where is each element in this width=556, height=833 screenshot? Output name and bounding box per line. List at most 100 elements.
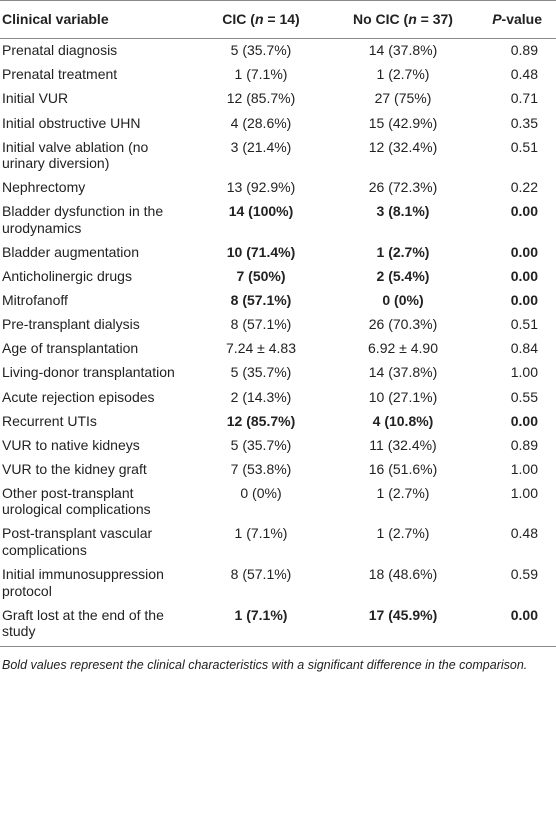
row-label: Prenatal diagnosis bbox=[2, 42, 118, 59]
cell: 0.22 bbox=[510, 179, 538, 196]
table-row: VUR to native kidneys 5 (35.7%) 11 (32.4%)… bbox=[0, 433, 556, 457]
cell: 5 (35.7%) bbox=[230, 436, 292, 453]
table-row: Anticholinergic drugs 7 (50%) 2 (5.4%) 0.00 bbox=[0, 264, 556, 288]
cell: 0.48 bbox=[510, 66, 538, 83]
table-row: Initial immunosuppression protocol 8 (57.… bbox=[0, 562, 556, 603]
data-table: Clinical variable CIC (n = 14) No CIC (n =… bbox=[0, 0, 556, 647]
row-label: Initial valve ablation (no urinary diver… bbox=[2, 138, 149, 172]
cell: 11 (32.4%) bbox=[369, 436, 437, 453]
cell: 12 (32.4%) bbox=[368, 138, 438, 155]
header-text: -value bbox=[501, 11, 542, 27]
table-row: Age of transplantation 7.24 ± 4.83 6.92 ± … bbox=[0, 337, 556, 361]
table-row: Initial obstructive UHN 4 (28.6%) 15 (42.9… bbox=[0, 111, 556, 135]
row-label: Prenatal treatment bbox=[2, 66, 118, 83]
table-row: Acute rejection episodes 2 (14.3%) 10 (27.… bbox=[0, 385, 556, 409]
cell: 26 (72.3%) bbox=[368, 179, 438, 196]
cell: 3 (21.4%) bbox=[230, 138, 292, 155]
cell: 7.24 ± 4.83 bbox=[226, 340, 296, 357]
cell: 16 (51.6%) bbox=[368, 460, 438, 477]
row-label: Living-donor transplantation bbox=[2, 364, 175, 381]
cell: 0.00 bbox=[510, 292, 538, 309]
row-label: Recurrent UTIs bbox=[2, 412, 97, 429]
header-text: P bbox=[492, 11, 502, 27]
table-row: Bladder augmentation 10 (71.4%) 1 (2.7%) 0.… bbox=[0, 240, 556, 264]
cell: 0.00 bbox=[510, 203, 538, 220]
row-label: Pre-transplant dialysis bbox=[2, 316, 140, 333]
row-label: Nephrectomy bbox=[2, 179, 86, 196]
cell: 5 (35.7%) bbox=[230, 42, 292, 59]
table-row: Living-donor transplantation 5 (35.7%) 14 … bbox=[0, 361, 556, 385]
cell: 7 (53.8%) bbox=[230, 460, 292, 477]
table-header: Clinical variable CIC (n = 14) No CIC (n =… bbox=[0, 0, 556, 39]
header-row: Clinical variable CIC (n = 14) No CIC (n =… bbox=[0, 0, 556, 39]
cell: 17 (45.9%) bbox=[332, 602, 474, 647]
cell: 7 (50%) bbox=[236, 268, 286, 285]
cell: 14 (100%) bbox=[228, 203, 294, 220]
table-row: Prenatal treatment 1 (7.1%) 1 (2.7%) 0.48 bbox=[0, 63, 556, 87]
header-cell: Clinical variable bbox=[0, 0, 190, 39]
table-row: Bladder dysfunction in the urodynamics 14… bbox=[0, 200, 556, 241]
cell: 6.92 ± 4.90 bbox=[368, 340, 438, 357]
cell: 14 (37.8%) bbox=[368, 42, 438, 59]
cell: 12 (85.7%) bbox=[226, 412, 296, 429]
header-text: = 37) bbox=[416, 11, 453, 27]
cell: 0.51 bbox=[510, 138, 538, 155]
cell: 10 (71.4%) bbox=[226, 243, 296, 260]
table-row: Post-transplant vascular complications 1 … bbox=[0, 522, 556, 563]
cell: 26 (70.3%) bbox=[368, 316, 438, 333]
row-label: Graft lost at the end of the study bbox=[0, 602, 190, 647]
cell: 0.00 bbox=[510, 412, 538, 429]
header-text: n bbox=[408, 11, 417, 27]
header-cell: No CIC (n = 37) bbox=[332, 0, 474, 39]
cell: 0.00 bbox=[510, 268, 538, 285]
row-label: Initial VUR bbox=[2, 90, 69, 107]
cell: 15 (42.9%) bbox=[368, 114, 438, 131]
cell: 0.51 bbox=[510, 316, 538, 333]
row-label: VUR to the kidney graft bbox=[2, 460, 147, 477]
cell: 2 (5.4%) bbox=[376, 268, 430, 285]
cell: 1 (7.1%) bbox=[234, 66, 288, 83]
cell: 0.00 bbox=[510, 243, 538, 260]
cell: 4 (28.6%) bbox=[230, 114, 292, 131]
cell: 0.84 bbox=[510, 340, 538, 357]
table-row: Prenatal diagnosis 5 (35.7%) 14 (37.8%) 0.8… bbox=[0, 38, 556, 63]
cell: 1.00 bbox=[510, 364, 538, 381]
row-label: Other post-transplant urological complic… bbox=[2, 484, 151, 518]
table-row: Mitrofanoff 8 (57.1%) 0 (0%) 0.00 bbox=[0, 288, 556, 312]
cell: 0.71 bbox=[510, 90, 538, 107]
cell: 18 (48.6%) bbox=[368, 566, 438, 583]
cell: 0.35 bbox=[510, 114, 538, 131]
cell: 5 (35.7%) bbox=[230, 364, 292, 381]
row-label: Initial immunosuppression protocol bbox=[2, 566, 164, 599]
header-text: Clinical variable bbox=[2, 11, 109, 27]
cell: 1 (2.7%) bbox=[376, 525, 430, 542]
header-text: No CIC ( bbox=[353, 11, 409, 27]
row-label: Mitrofanoff bbox=[2, 292, 68, 309]
table-row: Nephrectomy 13 (92.9%) 26 (72.3%) 0.22 bbox=[0, 175, 556, 199]
table-row: Pre-transplant dialysis 8 (57.1%) 26 (70.3… bbox=[0, 312, 556, 336]
cell: 0.48 bbox=[510, 525, 538, 542]
header-text: n bbox=[254, 11, 264, 27]
cell: 0.89 bbox=[510, 42, 538, 59]
table-note: Bold values represent the clinical chara… bbox=[2, 657, 528, 672]
cell: 27 (75%) bbox=[374, 90, 432, 107]
header-cell: P-value bbox=[474, 0, 556, 39]
cell: 0 (0%) bbox=[240, 484, 282, 501]
table-row: VUR to the kidney graft 7 (53.8%) 16 (51.6… bbox=[0, 457, 556, 481]
row-label: Bladder dysfunction in the urodynamics bbox=[2, 203, 164, 236]
row-label: VUR to native kidneys bbox=[2, 436, 140, 453]
header-text: CIC ( bbox=[222, 11, 255, 27]
cell: 0 (0%) bbox=[382, 292, 424, 309]
cell: 8 (57.1%) bbox=[230, 566, 292, 583]
cell: 8 (57.1%) bbox=[230, 292, 292, 309]
table-row: Initial valve ablation (no urinary diver… bbox=[0, 135, 556, 176]
cell: 13 (92.9%) bbox=[226, 179, 296, 196]
table-row: Other post-transplant urological complic… bbox=[0, 481, 556, 522]
cell: 1.00 bbox=[510, 484, 538, 501]
cell: 1.00 bbox=[510, 460, 538, 477]
header-cell: CIC (n = 14) bbox=[190, 0, 332, 39]
row-label: Acute rejection episodes bbox=[2, 388, 155, 405]
cell: 12 (85.7%) bbox=[226, 90, 296, 107]
cell: 0.89 bbox=[510, 436, 538, 453]
row-label: Post-transplant vascular complications bbox=[2, 525, 153, 558]
